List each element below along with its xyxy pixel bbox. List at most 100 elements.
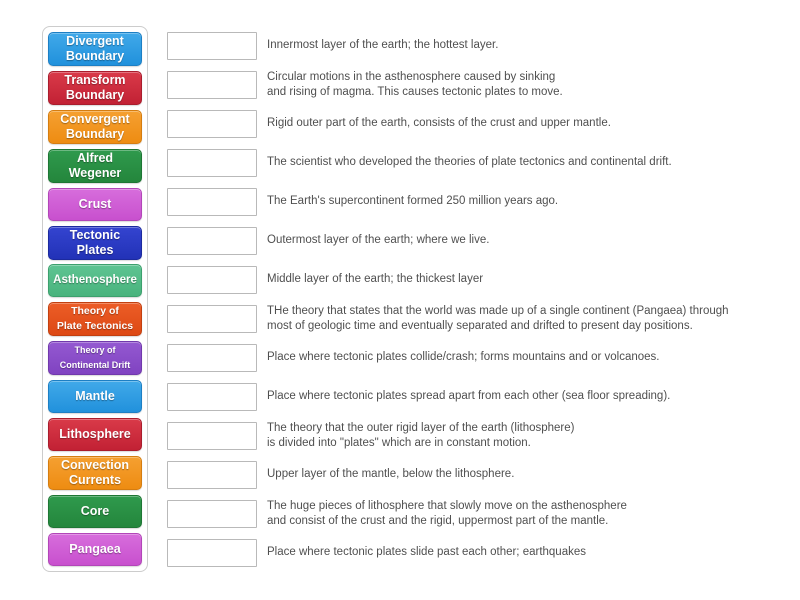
term-line: Crust xyxy=(78,196,112,211)
answer-slot[interactable] xyxy=(167,148,257,177)
match-row: The Earth's supercontinent formed 250 mi… xyxy=(167,182,792,221)
term-label: Lithosphere xyxy=(51,427,139,442)
term-tile[interactable]: Divergent Boundary xyxy=(48,31,142,66)
term-tile[interactable]: Transform Boundary xyxy=(48,70,142,105)
term-line: Theory of xyxy=(74,345,116,356)
match-row: Place where tectonic plates slide past e… xyxy=(167,533,792,572)
definition-line: The theory that the outer rigid layer of… xyxy=(267,421,575,434)
term-tile[interactable]: Convergent Boundary xyxy=(48,109,142,144)
definition-text: Place where tectonic plates collide/cras… xyxy=(267,350,659,365)
term-label: Theory of Continental Drift xyxy=(51,343,139,373)
term-line: Boundary xyxy=(65,48,125,63)
term-line: Boundary xyxy=(65,126,125,141)
definition-text: Place where tectonic plates slide past e… xyxy=(267,545,586,560)
term-tile[interactable]: Asthenosphere xyxy=(48,264,142,298)
definition-line: Rigid outer part of the earth, consists … xyxy=(267,117,611,129)
definition-line: and consist of the crust and the rigid, … xyxy=(267,514,609,527)
match-row: Innermost layer of the earth; the hottes… xyxy=(167,26,792,65)
match-row: The huge pieces of lithosphere that slow… xyxy=(167,494,792,533)
term-line: Divergent xyxy=(66,33,124,48)
match-row: Circular motions in the asthenosphere ca… xyxy=(167,65,792,104)
definition-line: and rising of magma. This causes tectoni… xyxy=(267,85,563,98)
definition-text: Middle layer of the earth; the thickest … xyxy=(267,272,483,287)
answer-slot[interactable] xyxy=(167,538,257,567)
term-tile[interactable]: Convection Currents xyxy=(48,456,142,491)
match-row: Middle layer of the earth; the thickest … xyxy=(167,260,792,299)
match-row: Upper layer of the mantle, below the lit… xyxy=(167,455,792,494)
term-line: Transform xyxy=(64,72,126,87)
term-label: Mantle xyxy=(51,389,139,404)
term-tile[interactable]: Alfred Wegener xyxy=(48,148,142,183)
term-label: Transform Boundary xyxy=(51,73,139,103)
term-line: Theory of xyxy=(71,305,119,318)
answer-slot[interactable] xyxy=(167,382,257,411)
term-line: Tectonic xyxy=(69,227,121,242)
term-tile[interactable]: Mantle xyxy=(48,380,142,414)
term-label: Pangaea xyxy=(51,542,139,557)
match-row: The scientist who developed the theories… xyxy=(167,143,792,182)
definition-line: Middle layer of the earth; the thickest … xyxy=(267,273,484,285)
match-row: The theory that the outer rigid layer of… xyxy=(167,416,792,455)
answer-slot[interactable] xyxy=(167,31,257,60)
term-line: Currents xyxy=(68,473,122,488)
definition-text: Innermost layer of the earth; the hottes… xyxy=(267,38,498,53)
term-label: Crust xyxy=(51,197,139,212)
term-label: Tectonic Plates xyxy=(51,228,139,258)
definition-text: Rigid outer part of the earth, consists … xyxy=(267,116,611,131)
match-row: Outermost layer of the earth; where we l… xyxy=(167,221,792,260)
answer-slot[interactable] xyxy=(167,70,257,99)
definition-text: Upper layer of the mantle, below the lit… xyxy=(267,467,514,482)
match-row: Rigid outer part of the earth, consists … xyxy=(167,104,792,143)
term-line: Convergent xyxy=(60,111,130,126)
definition-text: The scientist who developed the theories… xyxy=(267,155,672,170)
definition-line: The scientist who developed the theories… xyxy=(267,156,672,168)
definition-text: Circular motions in the asthenosphere ca… xyxy=(267,70,563,100)
match-rows: Innermost layer of the earth; the hottes… xyxy=(167,26,792,572)
term-label: Asthenosphere xyxy=(51,273,139,288)
answer-slot[interactable] xyxy=(167,499,257,528)
term-line: Continental Drift xyxy=(59,360,131,371)
term-tile[interactable]: Theory of Plate Tectonics xyxy=(48,302,142,337)
answer-slot[interactable] xyxy=(167,187,257,216)
definition-line: Place where tectonic plates spread apart… xyxy=(267,390,671,402)
definition-line: Upper layer of the mantle, below the lit… xyxy=(267,468,515,480)
definition-text: The huge pieces of lithosphere that slow… xyxy=(267,499,627,529)
definition-line: Innermost layer of the earth; the hottes… xyxy=(267,39,499,51)
term-label: Theory of Plate Tectonics xyxy=(51,304,139,334)
term-line: Alfred xyxy=(76,150,114,165)
term-line: Boundary xyxy=(65,87,125,102)
answer-slot[interactable] xyxy=(167,226,257,255)
term-label: Convection Currents xyxy=(51,458,139,488)
answer-slot[interactable] xyxy=(167,304,257,333)
term-tile[interactable]: Pangaea xyxy=(48,532,142,566)
answer-slot[interactable] xyxy=(167,460,257,489)
terms-panel: Divergent Boundary Transform Boundary Conv… xyxy=(42,26,148,572)
definition-line: most of geologic time and eventually sep… xyxy=(267,319,693,332)
definition-line: The huge pieces of lithosphere that slow… xyxy=(267,499,627,512)
definition-line: Place where tectonic plates slide past e… xyxy=(267,546,586,558)
term-line: Convection xyxy=(60,458,130,473)
definition-text: Outermost layer of the earth; where we l… xyxy=(267,233,489,248)
definition-text: Place where tectonic plates spread apart… xyxy=(267,389,670,404)
term-line: Lithosphere xyxy=(59,427,131,442)
term-label: Alfred Wegener xyxy=(51,151,139,181)
definition-line: is divided into "plates" which are in co… xyxy=(267,436,531,449)
match-row: Place where tectonic plates collide/cras… xyxy=(167,338,792,377)
answer-slot[interactable] xyxy=(167,109,257,138)
term-tile[interactable]: Core xyxy=(48,494,142,528)
answer-slot[interactable] xyxy=(167,265,257,294)
definition-line: The Earth's supercontinent formed 250 mi… xyxy=(267,195,559,207)
answer-slot[interactable] xyxy=(167,421,257,450)
definition-line: THe theory that states that the world wa… xyxy=(267,304,729,317)
definition-line: Place where tectonic plates collide/cras… xyxy=(267,351,660,363)
term-line: Pangaea xyxy=(69,541,121,556)
term-tile[interactable]: Crust xyxy=(48,187,142,221)
match-row: Place where tectonic plates spread apart… xyxy=(167,377,792,416)
term-tile[interactable]: Tectonic Plates xyxy=(48,225,142,260)
term-tile[interactable]: Lithosphere xyxy=(48,418,142,452)
definition-text: The theory that the outer rigid layer of… xyxy=(267,421,574,451)
definition-line: Outermost layer of the earth; where we l… xyxy=(267,234,490,246)
term-label: Convergent Boundary xyxy=(51,112,139,142)
term-tile[interactable]: Theory of Continental Drift xyxy=(48,341,142,376)
answer-slot[interactable] xyxy=(167,343,257,372)
